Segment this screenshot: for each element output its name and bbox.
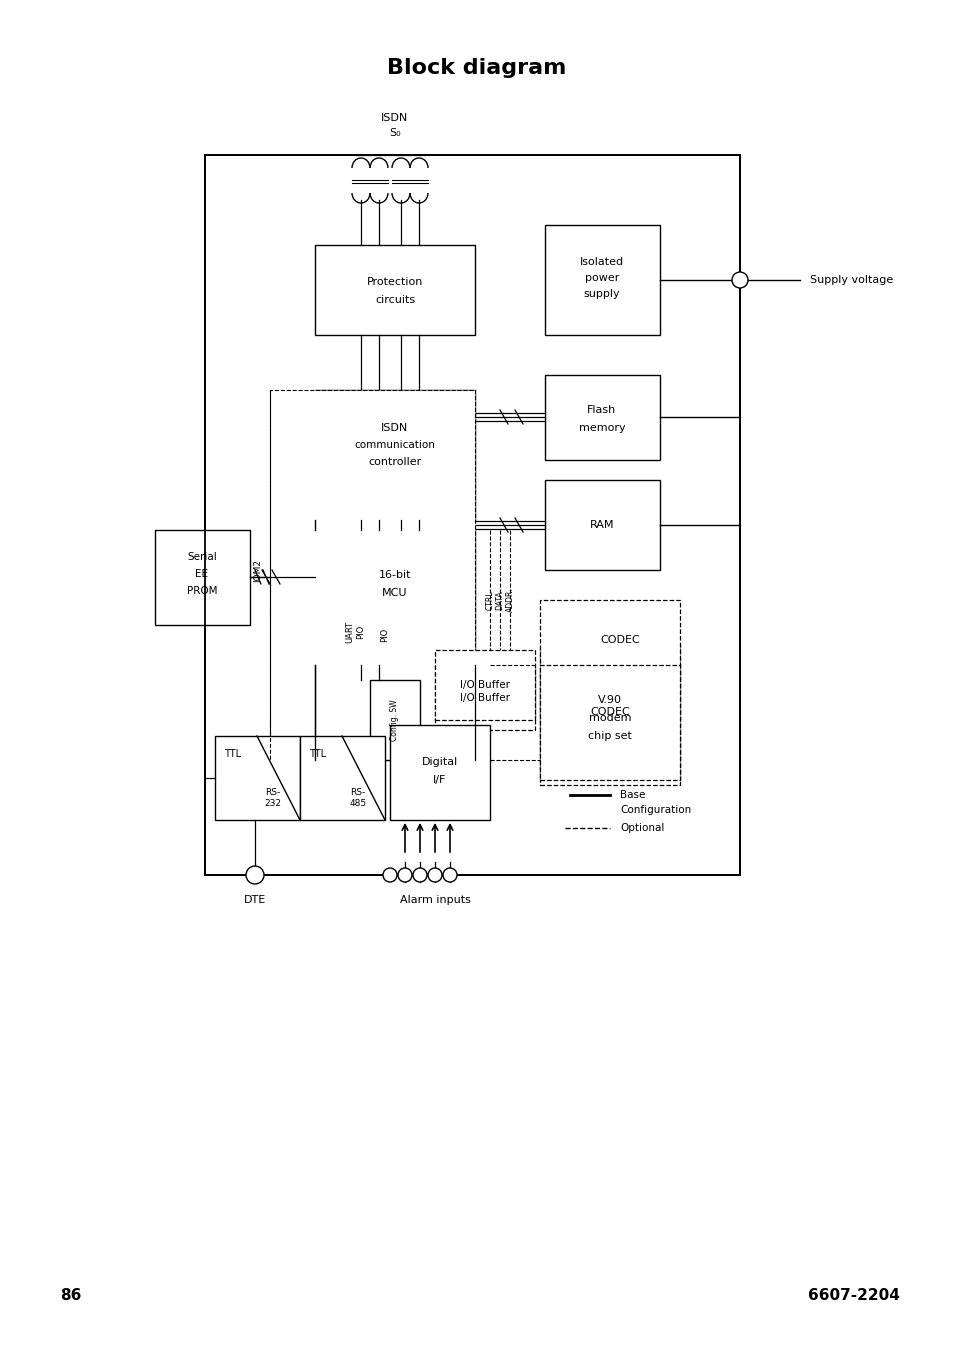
Text: DATA: DATA: [495, 591, 504, 610]
Text: Configuration: Configuration: [619, 804, 691, 815]
Bar: [544, 375, 659, 460]
Bar: [435, 665, 535, 730]
Bar: [314, 389, 475, 521]
Text: ISDN: ISDN: [381, 423, 408, 433]
Text: EE: EE: [195, 569, 209, 579]
Circle shape: [442, 868, 456, 882]
Text: Serial: Serial: [187, 552, 216, 562]
Text: Alarm inputs: Alarm inputs: [399, 895, 470, 904]
Text: 16-bit: 16-bit: [378, 571, 411, 580]
Text: Block diagram: Block diagram: [387, 58, 566, 78]
Bar: [270, 389, 475, 760]
Bar: [154, 530, 250, 625]
Text: Flash: Flash: [587, 406, 616, 415]
Bar: [539, 645, 679, 780]
Text: ISDN: ISDN: [381, 114, 408, 123]
Text: PIO: PIO: [380, 627, 389, 642]
Text: I/F: I/F: [433, 775, 446, 786]
Bar: [370, 680, 419, 760]
Text: modem: modem: [588, 713, 631, 723]
Bar: [390, 725, 490, 821]
Bar: [539, 600, 679, 786]
Text: power: power: [584, 273, 618, 283]
Bar: [299, 735, 385, 821]
Circle shape: [246, 867, 264, 884]
Circle shape: [731, 272, 747, 288]
Text: controller: controller: [368, 457, 421, 466]
Text: memory: memory: [578, 423, 624, 433]
Text: Isolated: Isolated: [579, 257, 623, 266]
Text: circuits: circuits: [375, 295, 415, 306]
Circle shape: [413, 868, 427, 882]
Text: 86: 86: [60, 1287, 81, 1302]
Text: TTL: TTL: [309, 749, 326, 758]
Text: UART
PIO: UART PIO: [345, 621, 364, 644]
Text: IOM2: IOM2: [253, 558, 262, 581]
Circle shape: [397, 868, 412, 882]
Text: CODEC: CODEC: [590, 707, 629, 717]
Text: Supply voltage: Supply voltage: [809, 274, 892, 285]
Text: S₀: S₀: [389, 128, 400, 138]
Text: ADDR.: ADDR.: [505, 588, 514, 612]
Bar: [544, 480, 659, 571]
Text: Protection: Protection: [366, 277, 423, 287]
Text: CODEC: CODEC: [599, 635, 639, 645]
Bar: [205, 155, 740, 875]
Text: 6607-2204: 6607-2204: [807, 1287, 899, 1302]
Text: RAM: RAM: [589, 521, 614, 530]
Text: TTL: TTL: [224, 749, 241, 758]
Bar: [544, 224, 659, 335]
Text: RS-
485: RS- 485: [349, 788, 366, 807]
Bar: [435, 650, 535, 721]
Text: communication: communication: [355, 439, 435, 450]
Bar: [539, 665, 679, 780]
Text: I/O Buffer: I/O Buffer: [459, 694, 510, 703]
Text: CTRL: CTRL: [485, 591, 494, 610]
Text: RS-
232: RS- 232: [264, 788, 281, 807]
Circle shape: [428, 868, 441, 882]
Text: Config. SW: Config. SW: [390, 699, 399, 741]
Text: V.90: V.90: [598, 695, 621, 704]
Circle shape: [382, 868, 396, 882]
Text: I/O Buffer: I/O Buffer: [459, 680, 510, 690]
Text: PROM: PROM: [187, 585, 217, 596]
Bar: [314, 245, 475, 335]
Bar: [314, 530, 475, 665]
Text: supply: supply: [583, 289, 619, 299]
Text: DTE: DTE: [244, 895, 266, 904]
Text: Digital: Digital: [421, 757, 457, 767]
Text: Optional: Optional: [619, 823, 663, 833]
Text: MCU: MCU: [382, 588, 407, 598]
Bar: [214, 735, 299, 821]
Text: Base: Base: [619, 790, 644, 800]
Text: chip set: chip set: [587, 731, 631, 741]
